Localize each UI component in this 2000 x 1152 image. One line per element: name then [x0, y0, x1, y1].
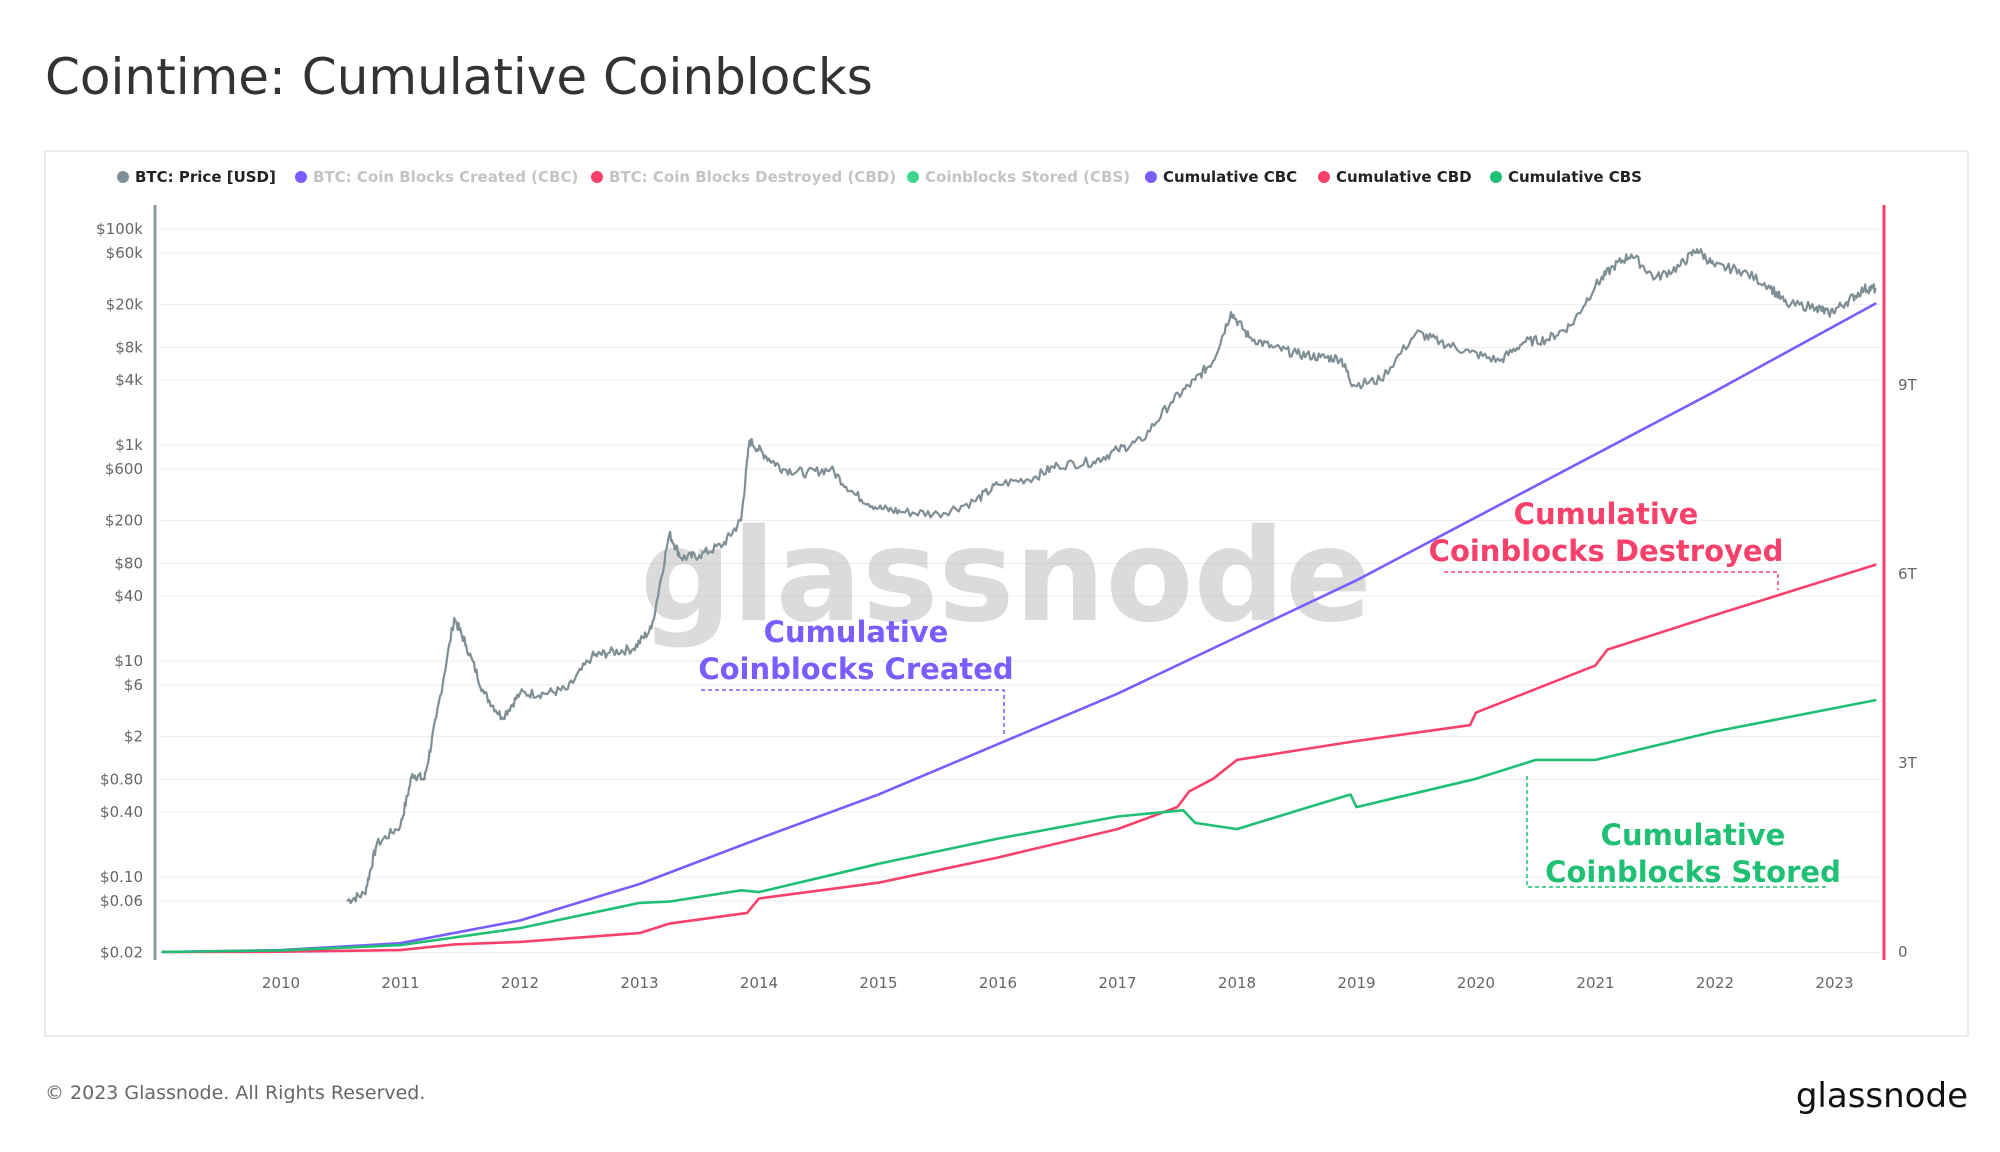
annotation-leader-cbd [1444, 571, 1779, 590]
y-left-tick-label: $20k [106, 295, 144, 313]
legend-dot-icon [591, 171, 603, 183]
annotation-label: Coinblocks Destroyed [1429, 534, 1784, 568]
series-layer [161, 248, 1877, 954]
annotation-label: Coinblocks Stored [1545, 855, 1841, 889]
legend: BTC: Price [USD] BTC: Coin Blocks Created… [117, 168, 1642, 186]
x-tick-label: 2022 [1696, 974, 1734, 992]
y-left-tick-label: $80 [114, 554, 143, 572]
legend-item-0[interactable]: BTC: Price [USD] [117, 168, 276, 186]
legend-dot-icon [117, 171, 129, 183]
gridlines [160, 228, 1880, 953]
legend-dot-icon [1145, 171, 1157, 183]
axis-labels: $100k $60k $20k $8k $4k $1k $600 $200 $80 $40 $10 $… [96, 220, 1917, 992]
y-left-tick-label: $6 [124, 676, 143, 694]
copyright: © 2023 Glassnode. All Rights Reserved. [45, 1082, 425, 1104]
y-left-tick-label: $1k [115, 436, 143, 454]
legend-dot-icon [295, 171, 307, 183]
x-tick-label: 2020 [1457, 974, 1495, 992]
legend-label: Cumulative CBD [1336, 168, 1472, 186]
legend-label: BTC: Coin Blocks Created (CBC) [313, 168, 578, 186]
legend-label: Coinblocks Stored (CBS) [925, 168, 1130, 186]
x-tick-label: 2012 [501, 974, 539, 992]
y-left-tick-label: $600 [105, 460, 143, 478]
y-right-tick-label: 0 [1898, 943, 1908, 961]
annotation-label: Cumulative [1601, 818, 1786, 852]
annotation-label: Cumulative [1514, 497, 1699, 531]
legend-item-6[interactable]: Cumulative CBS [1490, 168, 1642, 186]
y-left-tick-label: $0.10 [100, 868, 143, 886]
y-left-tick-label: $0.40 [100, 803, 143, 821]
x-tick-label: 2013 [620, 974, 658, 992]
y-right-tick-label: 3T [1898, 754, 1918, 772]
x-tick-label: 2010 [262, 974, 300, 992]
y-right-tick-label: 9T [1898, 376, 1918, 394]
y-left-tick-label: $40 [114, 587, 143, 605]
x-tick-label: 2015 [859, 974, 897, 992]
legend-label: Cumulative CBS [1508, 168, 1642, 186]
legend-dot-icon [1318, 171, 1330, 183]
cumulative-cbs-line [161, 698, 1877, 954]
price-line [346, 248, 1877, 905]
annotation-leader-cbc [701, 689, 1005, 737]
legend-item-2[interactable]: BTC: Coin Blocks Destroyed (CBD) [591, 168, 896, 186]
glassnode-logo[interactable]: glassnode [1796, 1076, 1968, 1116]
x-tick-label: 2021 [1576, 974, 1614, 992]
legend-dot-icon [1490, 171, 1502, 183]
legend-item-4[interactable]: Cumulative CBC [1145, 168, 1297, 186]
legend-item-5[interactable]: Cumulative CBD [1318, 168, 1472, 186]
x-tick-label: 2016 [979, 974, 1017, 992]
y-left-tick-label: $60k [106, 244, 144, 262]
y-right-tick-label: 6T [1898, 565, 1918, 583]
y-left-tick-label: $0.02 [100, 943, 143, 961]
y-left-tick-label: $0.06 [100, 892, 143, 910]
x-tick-label: 2019 [1337, 974, 1375, 992]
x-tick-label: 2023 [1815, 974, 1853, 992]
y-left-tick-label: $0.80 [100, 770, 143, 788]
y-left-tick-label: $200 [105, 511, 143, 529]
page-title: Cointime: Cumulative Coinblocks [45, 48, 873, 106]
x-tick-label: 2018 [1218, 974, 1256, 992]
x-tick-label: 2014 [740, 974, 778, 992]
x-tick-label: 2011 [381, 974, 419, 992]
y-left-tick-label: $4k [115, 371, 143, 389]
y-left-tick-label: $8k [115, 338, 143, 356]
annotation-label: Coinblocks Created [698, 652, 1013, 686]
y-left-tick-label: $100k [96, 220, 143, 238]
legend-label: BTC: Coin Blocks Destroyed (CBD) [609, 168, 896, 186]
x-tick-label: 2017 [1098, 974, 1136, 992]
legend-item-3[interactable]: Coinblocks Stored (CBS) [907, 168, 1130, 186]
y-left-tick-label: $2 [124, 727, 143, 745]
y-left-tick-label: $10 [114, 652, 143, 670]
watermark: glassnode [640, 502, 1372, 651]
legend-dot-icon [907, 171, 919, 183]
cumulative-cbd-line [161, 563, 1877, 954]
legend-item-1[interactable]: BTC: Coin Blocks Created (CBC) [295, 168, 578, 186]
legend-label: BTC: Price [USD] [135, 168, 276, 186]
cumulative-cbc-line [161, 301, 1877, 954]
annotation-leader-cbs [1526, 776, 1829, 888]
annotation-label: Cumulative [764, 615, 949, 649]
legend-label: Cumulative CBC [1163, 168, 1297, 186]
